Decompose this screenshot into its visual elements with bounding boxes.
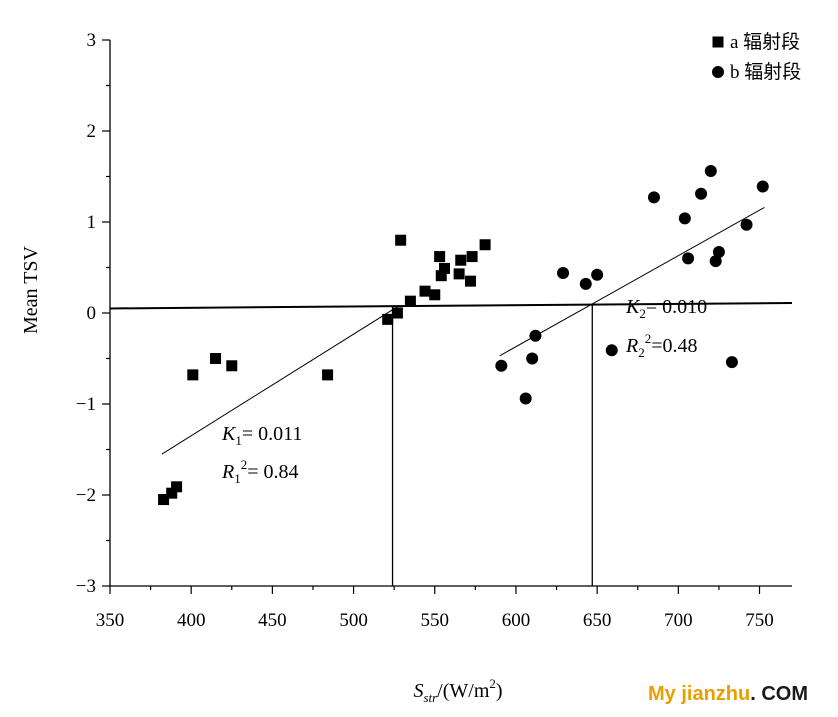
data-point-b <box>756 180 769 193</box>
data-point-a <box>439 262 451 274</box>
data-point-a <box>395 234 407 246</box>
y-tick-label: −1 <box>76 394 96 415</box>
data-point-a <box>158 494 170 506</box>
x-tick-label: 450 <box>258 610 287 631</box>
x-tick-label: 400 <box>177 610 206 631</box>
y-axis-title: Mean TSV <box>20 245 42 334</box>
legend-marker-b <box>712 66 724 78</box>
y-tick-label: 0 <box>87 303 97 324</box>
data-point-a <box>435 270 447 282</box>
data-point-a <box>382 313 394 325</box>
data-point-a <box>429 289 441 301</box>
legend-marker-a <box>712 36 724 48</box>
data-point-b <box>591 268 604 281</box>
data-point-b <box>682 252 695 265</box>
watermark: My jianzhu. COM <box>648 683 808 706</box>
data-point-b <box>529 329 542 342</box>
y-tick-label: −2 <box>76 485 96 506</box>
x-tick-label: 550 <box>421 610 450 631</box>
data-point-b <box>579 277 592 290</box>
data-point-a <box>453 268 465 280</box>
x-tick-label: 750 <box>745 610 774 631</box>
x-tick-label: 650 <box>583 610 612 631</box>
data-point-a <box>434 251 446 263</box>
annotation-r2: R22=0.48 <box>625 331 698 360</box>
reference-line <box>109 301 793 310</box>
data-point-b <box>704 165 717 178</box>
data-point-b <box>495 359 508 372</box>
data-point-b <box>678 212 691 225</box>
data-point-b <box>709 255 722 268</box>
data-point-a <box>391 307 403 319</box>
annotation-r1: R12= 0.84 <box>221 457 299 486</box>
fit-line-series-2 <box>499 207 765 357</box>
y-tick-label: 2 <box>87 121 97 142</box>
legend-label: b 辐射段 <box>730 61 801 83</box>
data-point-a <box>226 360 238 372</box>
y-tick-label: 1 <box>87 212 97 233</box>
data-point-a <box>479 239 491 251</box>
x-tick-label: 700 <box>664 610 693 631</box>
x-axis-title: Sstr/(W/m2) <box>413 676 502 705</box>
data-point-a <box>210 353 222 364</box>
y-tick-label: −3 <box>76 576 96 597</box>
watermark-domain: . COM <box>750 683 809 705</box>
data-point-b <box>712 246 725 259</box>
data-point-a <box>166 487 178 499</box>
data-point-b <box>695 187 708 200</box>
legend: a 辐射段 b 辐射段 <box>712 31 801 83</box>
data-point-b <box>740 218 753 231</box>
annotation-k1: K1= 0.011 <box>221 423 302 448</box>
data-point-a <box>466 251 478 263</box>
data-point-a <box>455 254 467 266</box>
legend-label: a 辐射段 <box>730 31 800 53</box>
data-point-a <box>464 275 476 287</box>
watermark-main: My jianzhu <box>648 683 751 705</box>
x-tick-label: 600 <box>502 610 531 631</box>
data-point-a <box>419 285 431 297</box>
plot-area <box>109 165 793 586</box>
data-point-a <box>171 481 183 493</box>
data-point-b <box>647 191 660 204</box>
data-point-b <box>557 266 570 279</box>
data-point-b <box>725 356 738 369</box>
data-point-b <box>526 352 539 365</box>
fit-line-series-1 <box>161 305 400 455</box>
x-tick-label: 350 <box>96 610 125 631</box>
annotation-k2: K2= 0.010 <box>625 296 707 321</box>
y-tick-label: 3 <box>87 30 97 51</box>
data-point-a <box>322 369 334 381</box>
data-point-a <box>187 369 199 381</box>
data-point-b <box>605 344 618 357</box>
x-tick-label: 500 <box>339 610 368 631</box>
data-point-b <box>519 392 532 405</box>
data-point-a <box>404 295 416 307</box>
